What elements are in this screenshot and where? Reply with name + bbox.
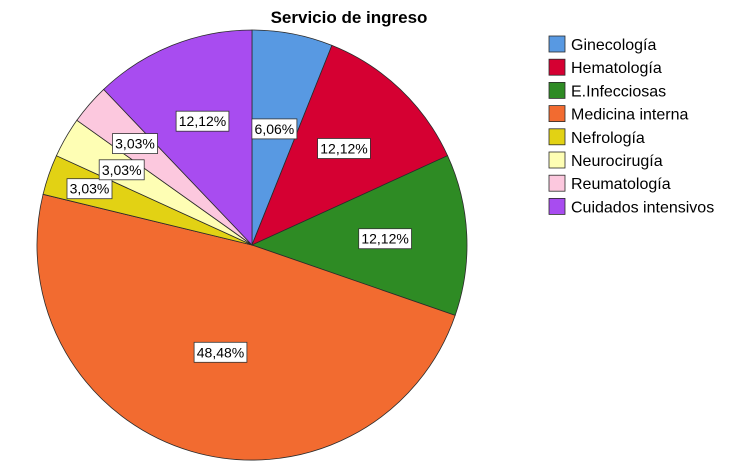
legend-swatch-4	[548, 128, 566, 146]
legend-label-3: Medicina interna	[571, 107, 689, 124]
legend-label-7: Cuidados intensivos	[571, 199, 714, 216]
slice-label-text-0: 6,06%	[255, 121, 295, 137]
slice-label-4: 3,03%	[66, 178, 113, 200]
legend-swatch-0	[548, 35, 566, 53]
legend-swatch-6	[548, 174, 566, 192]
legend-label-5: Neurocirugía	[571, 153, 663, 170]
slice-label-0: 6,06%	[251, 118, 298, 140]
pie-slice-7	[103, 29, 253, 246]
pie-slice-3	[36, 193, 456, 461]
legend-label-1: Hematología	[571, 60, 662, 77]
slice-label-text-3: 48,48%	[197, 344, 244, 360]
legend-swatch-5	[548, 151, 566, 169]
legend-swatch-7	[548, 197, 566, 215]
legend-label-2: E.Infecciosas	[571, 83, 666, 100]
legend-label-4: Nefrología	[571, 130, 645, 147]
slice-label-6: 3,03%	[112, 133, 158, 155]
slice-label-box-5	[98, 159, 145, 181]
legend-swatch-1	[548, 58, 566, 76]
legend-label-0: Ginecología	[571, 37, 656, 54]
chart-title: Servicio de ingreso	[271, 8, 428, 27]
slice-label-text-2: 12,12%	[361, 231, 408, 247]
legend-swatch-2	[548, 82, 566, 99]
slice-label-box-7	[175, 110, 230, 132]
legend: Ginecología Hematología E.Infecciosas Medic…	[548, 35, 714, 216]
slice-label-text-1: 12,12%	[320, 141, 367, 157]
slice-label-text-5: 3,03%	[102, 162, 142, 178]
legend-label-6: Reumatología	[571, 176, 671, 193]
slice-label-box-3	[193, 341, 248, 363]
slice-label-5: 3,03%	[98, 159, 145, 181]
slice-label-box-1	[317, 138, 371, 159]
slice-label-text-4: 3,03%	[70, 181, 110, 197]
slice-label-7: 12,12%	[175, 110, 230, 132]
pie-slice-labels: 6,06% 12,12% 12,12% 48,48% 3,03% 3,03% 3,03% 12…	[66, 110, 412, 363]
slice-label-box-2	[358, 228, 412, 250]
slice-label-3: 48,48%	[193, 341, 248, 363]
slice-label-box-0	[251, 118, 298, 140]
slice-label-text-6: 3,03%	[115, 136, 155, 152]
slice-label-2: 12,12%	[358, 228, 412, 250]
slice-label-box-6	[112, 133, 158, 155]
slice-label-box-4	[66, 178, 113, 200]
slice-label-1: 12,12%	[317, 138, 371, 159]
legend-swatch-3	[548, 105, 566, 122]
slice-label-text-7: 12,12%	[179, 113, 226, 129]
